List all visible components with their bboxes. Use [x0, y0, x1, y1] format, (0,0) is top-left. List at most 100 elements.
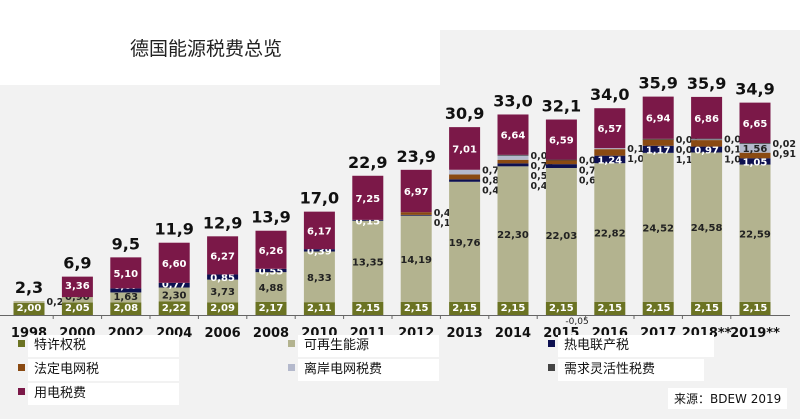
- bar-segment: [303, 302, 335, 315]
- total-label: 13,9: [251, 208, 290, 227]
- bar-segment: [739, 158, 771, 165]
- data-label: 3,36: [65, 281, 90, 292]
- bar-segment: [158, 242, 190, 283]
- bar-segment: [303, 249, 335, 252]
- data-label: 0,81: [482, 176, 505, 187]
- bar-segment: [303, 251, 335, 303]
- bar-segment: [739, 143, 771, 153]
- data-label: 2,15: [355, 303, 380, 314]
- legend-swatch: [288, 340, 295, 347]
- bar-segment: [400, 214, 432, 216]
- data-label: 19,76: [449, 238, 481, 249]
- bar-segment: [110, 257, 142, 289]
- bar-segment: [497, 166, 529, 302]
- total-label: 11,9: [154, 220, 193, 239]
- total-label: 9,5: [112, 234, 140, 253]
- bar-segment: [545, 159, 577, 165]
- bar-segment: [739, 164, 771, 302]
- data-label: 2,15: [694, 303, 719, 314]
- data-label: 6,60: [162, 259, 187, 270]
- total-label: 2,3: [15, 278, 43, 297]
- data-label: 22,03: [546, 231, 578, 242]
- bar-segment: [642, 139, 674, 146]
- bar-segment: [61, 302, 93, 315]
- data-label: 1,05: [743, 157, 768, 168]
- bar-segment: [497, 155, 529, 160]
- data-label: 6,57: [597, 124, 622, 135]
- data-label: 22,59: [739, 229, 771, 240]
- bar-segment: [594, 301, 626, 315]
- data-label: 2,00: [17, 303, 42, 314]
- data-label: 2,09: [210, 303, 235, 314]
- bar-segment: [497, 163, 529, 167]
- bar-segment: [545, 164, 577, 168]
- bar-segment: [594, 155, 626, 164]
- data-label: 2,11: [307, 303, 332, 314]
- bar-segment: [594, 108, 626, 149]
- legend-swatch: [18, 340, 25, 347]
- legend-label: 特许权税: [28, 335, 179, 357]
- bar-segment: [255, 268, 287, 273]
- x-tick-label: 2014: [495, 326, 531, 340]
- data-label: 0,63: [579, 176, 602, 187]
- total-label: 34,9: [735, 80, 774, 99]
- data-label: 0,40: [482, 186, 506, 197]
- bar-segment: [207, 279, 239, 303]
- bar-segment: [691, 146, 723, 153]
- chart-title: 德国能源税费总览: [130, 38, 283, 60]
- legend-label: 需求灵活性税费: [558, 359, 704, 381]
- bar-segment: [739, 152, 771, 159]
- total-label: 32,1: [542, 97, 581, 116]
- data-label: 0,39: [307, 246, 332, 257]
- bar-segment: [497, 159, 529, 164]
- data-label: 7,25: [355, 194, 380, 205]
- bar-segment: [594, 149, 626, 156]
- legend-label: 可再生能源: [298, 335, 439, 357]
- data-label: 0,19: [724, 145, 747, 156]
- data-label: 6,97: [404, 187, 429, 198]
- data-label: 1,07: [627, 154, 650, 165]
- bar-segment: [545, 159, 577, 161]
- data-label: 2,15: [646, 303, 671, 314]
- bar-segment: [207, 302, 239, 315]
- bar-segment: [207, 236, 239, 275]
- bar-segment: [642, 145, 674, 153]
- data-label: 6,59: [549, 136, 574, 147]
- stacked-bar-chart: 2,000,282,319982,050,903,366,920002,081,…: [0, 74, 796, 340]
- data-label: 22,82: [594, 229, 626, 240]
- bar-segment: [497, 301, 529, 315]
- x-tick-label: 2006: [205, 326, 241, 340]
- data-label: 0,91: [773, 149, 796, 160]
- bar-segment: [594, 148, 626, 150]
- header-background: [440, 0, 800, 30]
- bar-segment: [449, 179, 481, 182]
- bar-segment: [545, 119, 577, 160]
- legend-swatch: [548, 340, 555, 347]
- total-label: 33,0: [493, 91, 532, 110]
- data-label: 2,08: [113, 303, 138, 314]
- bar-segment: [497, 154, 529, 156]
- data-label: 2,17: [259, 303, 284, 314]
- data-label: 1,10: [676, 155, 700, 166]
- data-label: 24,58: [691, 223, 723, 234]
- data-label: 0,97: [694, 146, 719, 157]
- bar-segment: [13, 302, 45, 315]
- bar-segment: [739, 143, 771, 144]
- data-label: 3,73: [210, 287, 235, 298]
- legend-label: 法定电网税: [28, 359, 179, 381]
- data-label: 4,88: [259, 283, 284, 294]
- bar-segment: [110, 302, 142, 315]
- bar-segment: [158, 282, 190, 288]
- total-label: 35,9: [687, 74, 726, 93]
- total-label: 35,9: [638, 74, 677, 93]
- data-label: 2,15: [743, 303, 768, 314]
- bar-segment: [691, 152, 723, 302]
- data-label: 0,05: [724, 135, 747, 146]
- bar-segment: [400, 169, 432, 213]
- data-label: 0,03: [579, 156, 602, 167]
- bar-segment: [400, 301, 432, 315]
- bar-segment: [61, 276, 93, 298]
- data-label: 0,44: [434, 208, 458, 219]
- data-label: 0,01: [676, 135, 699, 146]
